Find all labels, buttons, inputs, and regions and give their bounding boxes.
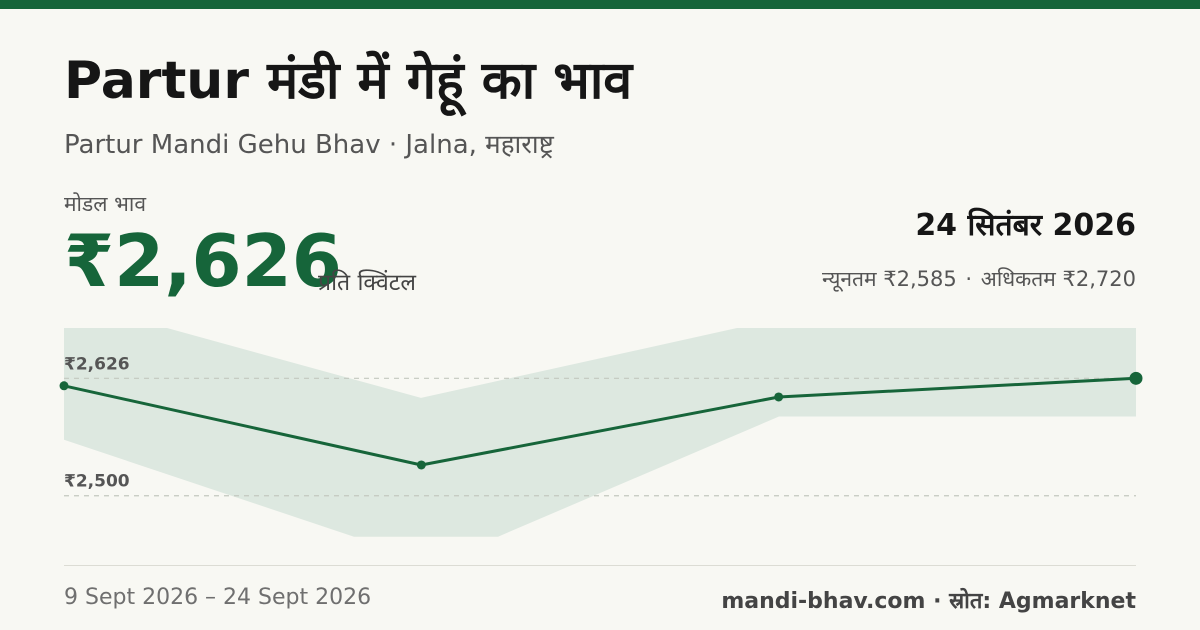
price-point-3 [1129, 371, 1143, 385]
price-line [63, 376, 1137, 467]
price-point-2 [774, 392, 784, 402]
footer-divider [64, 565, 1136, 566]
price-point-1 [416, 460, 426, 470]
source-credit: mandi-bhav.com · स्रोत: Agmarknet [721, 589, 1136, 614]
price-chart: ₹2,626 ₹2,500 [59, 328, 1143, 537]
min-max-prices: न्यूनतम ₹2,585 · अधिकतम ₹2,720 [822, 265, 1136, 293]
price-point-0 [59, 381, 69, 391]
page-subtitle: Partur Mandi Gehu Bhav · Jalna, महाराष्ट… [64, 130, 554, 160]
page-title: Partur मंडी में गेहूं का भाव [64, 51, 633, 111]
min-max-separator: · [965, 267, 973, 291]
price-date: 24 सितंबर 2026 [915, 208, 1136, 243]
min-price: न्यूनतम ₹2,585 [822, 267, 957, 291]
price-line-layer [59, 371, 1143, 470]
price-unit: प्रति क्विंटल [318, 270, 416, 296]
model-price-value: ₹2,626 [64, 219, 342, 303]
reference-line-layer [64, 377, 1136, 497]
model-price-label: मोडल भाव [64, 192, 147, 216]
reference-label-0: ₹2,626 [64, 354, 130, 374]
reference-label-layer: ₹2,626 ₹2,500 [64, 354, 130, 491]
reference-label-1: ₹2,500 [64, 472, 130, 492]
max-price: अधिकतम ₹2,720 [980, 267, 1136, 291]
date-range: 9 Sept 2026 – 24 Sept 2026 [64, 585, 372, 610]
top-accent-bar [0, 0, 1200, 9]
